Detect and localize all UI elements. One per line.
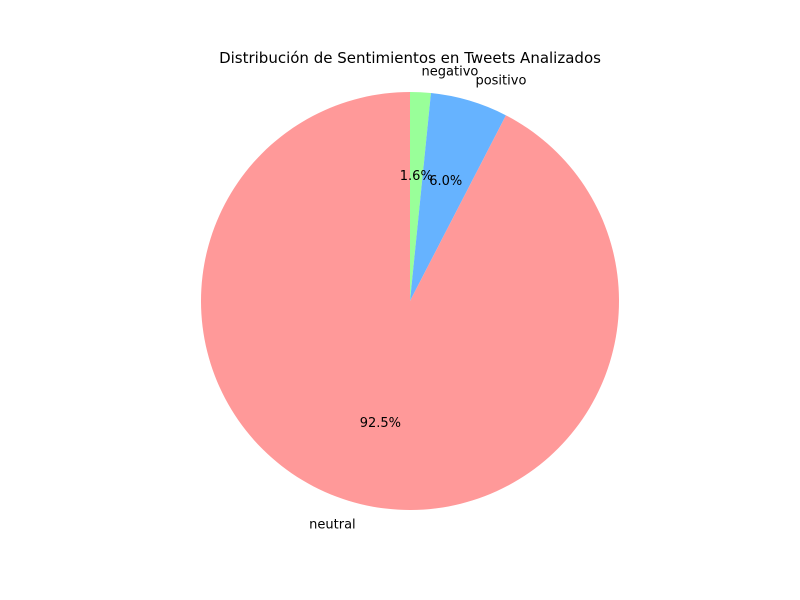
pie-slice-neutral bbox=[200, 92, 620, 510]
pie-slice-negativo bbox=[410, 92, 431, 301]
slice-label-positivo: positivo bbox=[475, 74, 526, 89]
slice-label-negativo: negativo bbox=[422, 64, 479, 79]
slice-percent-neutral: 92.5% bbox=[360, 416, 401, 431]
slice-percent-negativo: 1.6% bbox=[400, 169, 433, 184]
slice-percent-positivo: 6.0% bbox=[429, 174, 462, 189]
slice-label-neutral: neutral bbox=[309, 517, 356, 532]
pie-slice-positivo bbox=[410, 93, 506, 301]
chart-title: Distribución de Sentimientos en Tweets A… bbox=[219, 49, 601, 67]
